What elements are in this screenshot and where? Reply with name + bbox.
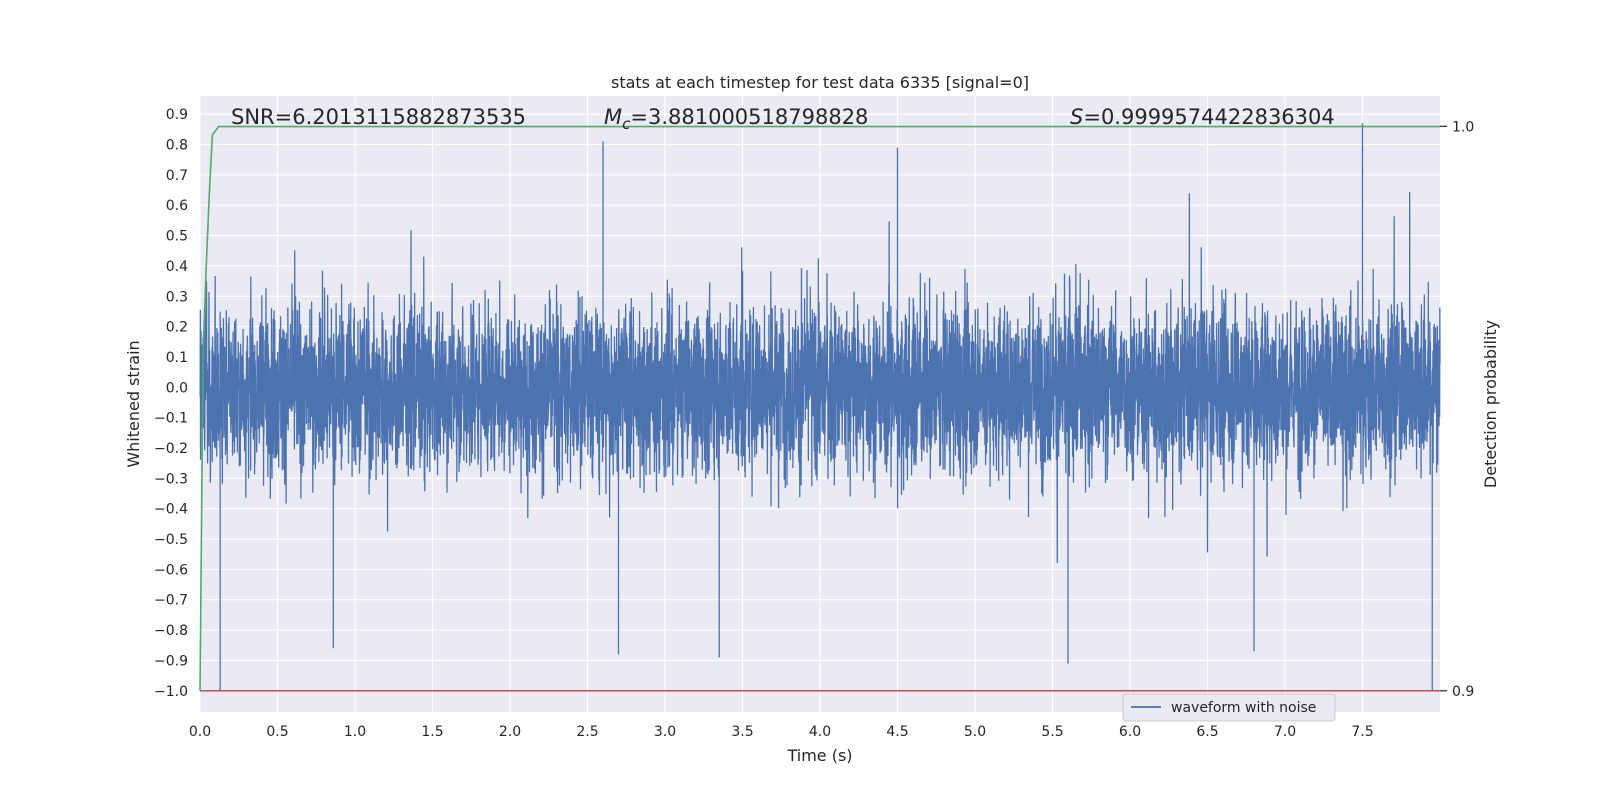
y-tick-label: −0.4 [154,502,188,518]
s-value: =0.9999574422836304 [1083,105,1334,129]
x-tick-label: 2.5 [576,724,598,740]
y2-tick-label: 0.9 [1452,684,1474,700]
y-tick-label: 0.3 [166,289,188,305]
x-tick-label: 1.0 [344,724,366,740]
mc-annotation: Mc=3.881000518798828 [604,105,868,133]
x-tick-label: 0.5 [266,724,288,740]
chart-title: stats at each timestep for test data 633… [611,73,1029,92]
mc-subscript: c [622,115,631,133]
y-tick-label: −0.5 [154,532,188,548]
y-tick-label: −0.2 [154,441,188,457]
x-tick-label: 6.5 [1196,724,1218,740]
y-tick-label: −0.3 [154,471,188,487]
y-tick-label: 0.1 [166,350,188,366]
snr-annotation: SNR=6.2013115882873535 [231,105,526,129]
y-tick-label: −0.8 [154,623,188,639]
series-layer [199,123,1441,692]
x-tick-label: 7.5 [1351,724,1373,740]
y-tick-label: 0.8 [166,138,188,154]
y-tick-label: 0.7 [166,168,188,184]
y-tick-label: 0.4 [166,259,188,275]
x-tick-label: 0.0 [189,724,211,740]
waveform-line [199,123,1441,691]
mc-symbol: M [604,105,622,129]
x-tick-label: 3.0 [654,724,676,740]
y-tick-label: −0.9 [154,653,188,669]
x-tick-label: 4.0 [809,724,831,740]
y-tick-label: 0.5 [166,229,188,245]
s-symbol: S [1070,105,1083,129]
y-tick-label: −0.7 [154,593,188,609]
y-tick-label: −0.6 [154,562,188,578]
x-tick-label: 1.5 [421,724,443,740]
y2-axis-label: Detection probability [1481,320,1500,488]
x-tick-label: 7.0 [1274,724,1296,740]
y2-tick-label: 1.0 [1452,119,1474,135]
y-tick-label: 0.6 [166,198,188,214]
y-tick-label: 0.2 [166,320,188,336]
y-tick-label: 0.9 [166,107,188,123]
legend-box [1122,693,1336,722]
y-tick-label: 0.0 [166,380,188,396]
x-axis-label: Time (s) [786,746,852,765]
x-tick-label: 5.0 [964,724,986,740]
x-tick-label: 3.5 [731,724,753,740]
detection-probability-line [199,125,1440,691]
y-tick-label: −1.0 [154,684,188,700]
legend: waveform with noise [1122,693,1336,722]
y-axis: 0.9 0.8 0.7 0.6 0.5 0.4 0.3 0.2 0.1 0.0 −0.1 −0.2 −0… [154,107,188,700]
x-tick-label: 5.5 [1041,724,1063,740]
s-annotation: S=0.9999574422836304 [1070,105,1335,129]
mc-value: =3.881000518798828 [630,105,868,129]
x-tick-label: 2.0 [499,724,521,740]
legend-entry: waveform with noise [1171,700,1316,716]
y2-axis: 1.0 0.9 [1440,119,1474,700]
y-tick-label: −0.1 [154,411,188,427]
x-tick-label: 6.0 [1119,724,1141,740]
y-axis-label: Whitened strain [124,340,143,467]
x-tick-label: 4.5 [886,724,908,740]
x-axis: 0.0 0.5 1.0 1.5 2.0 2.5 3.0 3.5 4.0 4.5 5.0 5.5 6.0 6… [189,724,1374,740]
